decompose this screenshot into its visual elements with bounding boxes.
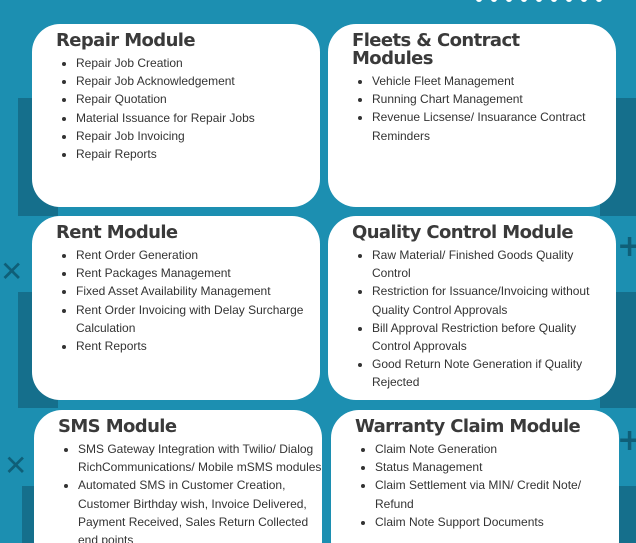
list-item: Good Return Note Generation if Quality R…	[372, 355, 606, 391]
feature-list: SMS Gateway Integration with Twilio/ Dia…	[58, 440, 322, 543]
dot	[506, 0, 512, 2]
feature-list: Rent Order Generation Rent Packages Mana…	[56, 246, 310, 355]
list-item: Revenue Licsense/ Insuarance Contract Re…	[372, 108, 606, 144]
repair-module-card: Repair Module Repair Job Creation Repair…	[32, 24, 320, 207]
list-item: Vehicle Fleet Management	[372, 72, 606, 90]
list-item: Rent Order Generation	[76, 246, 310, 264]
feature-list: Raw Material/ Finished Goods Quality Con…	[352, 246, 606, 392]
cross-icon: ✕	[0, 255, 24, 288]
list-item: SMS Gateway Integration with Twilio/ Dia…	[78, 440, 322, 476]
card-title: SMS Module	[58, 416, 177, 437]
card-title: Rent Module	[56, 222, 178, 243]
card-title: Repair Module	[56, 30, 196, 51]
card-title: Quality Control Module	[352, 222, 574, 243]
list-item: Automated SMS in Customer Creation, Cust…	[78, 476, 322, 543]
list-item: Claim Note Support Documents	[375, 513, 609, 531]
list-item: Repair Reports	[76, 145, 310, 163]
list-item: Claim Settlement via MIN/ Credit Note/ R…	[375, 476, 609, 512]
cross-icon: ✕	[4, 449, 28, 482]
sms-module-card: SMS Module SMS Gateway Integration with …	[34, 410, 322, 543]
feature-list: Repair Job Creation Repair Job Acknowled…	[56, 54, 310, 163]
plus-icon: +	[617, 423, 636, 458]
list-item: Raw Material/ Finished Goods Quality Con…	[372, 246, 606, 282]
list-item: Bill Approval Restriction before Quality…	[372, 319, 606, 355]
list-item: Rent Reports	[76, 337, 310, 355]
warranty-claim-module-card: Warranty Claim Module Claim Note Generat…	[331, 410, 619, 543]
dot	[566, 0, 572, 2]
list-item: Fixed Asset Availability Management	[76, 282, 310, 300]
list-item: Claim Note Generation	[375, 440, 609, 458]
dot	[521, 0, 527, 2]
card-title: Fleets & Contract Modules	[352, 30, 520, 69]
dot	[551, 0, 557, 2]
fleets-contract-modules-card: Fleets & Contract Modules Vehicle Fleet …	[328, 24, 616, 207]
plus-icon: +	[617, 229, 636, 264]
dot	[491, 0, 497, 2]
list-item: Repair Job Creation	[76, 54, 310, 72]
list-item: Running Chart Management	[372, 90, 606, 108]
quality-control-module-card: Quality Control Module Raw Material/ Fin…	[328, 216, 616, 400]
list-item: Repair Job Invoicing	[76, 127, 310, 145]
list-item: Repair Job Acknowledgement	[76, 72, 310, 90]
card-title: Warranty Claim Module	[355, 416, 581, 437]
list-item: Rent Packages Management	[76, 264, 310, 282]
feature-list: Vehicle Fleet Management Running Chart M…	[352, 72, 606, 145]
dot-pattern	[476, 0, 602, 2]
list-item: Repair Quotation	[76, 90, 310, 108]
list-item: Restriction for Issuance/Invoicing witho…	[372, 282, 606, 318]
list-item: Material Issuance for Repair Jobs	[76, 109, 310, 127]
dot	[581, 0, 587, 2]
feature-list: Claim Note Generation Status Management …	[355, 440, 609, 531]
rent-module-card: Rent Module Rent Order Generation Rent P…	[32, 216, 320, 400]
list-item: Rent Order Invoicing with Delay Surcharg…	[76, 301, 310, 337]
list-item: Status Management	[375, 458, 609, 476]
dot	[476, 0, 482, 2]
dot	[536, 0, 542, 2]
dot	[596, 0, 602, 2]
